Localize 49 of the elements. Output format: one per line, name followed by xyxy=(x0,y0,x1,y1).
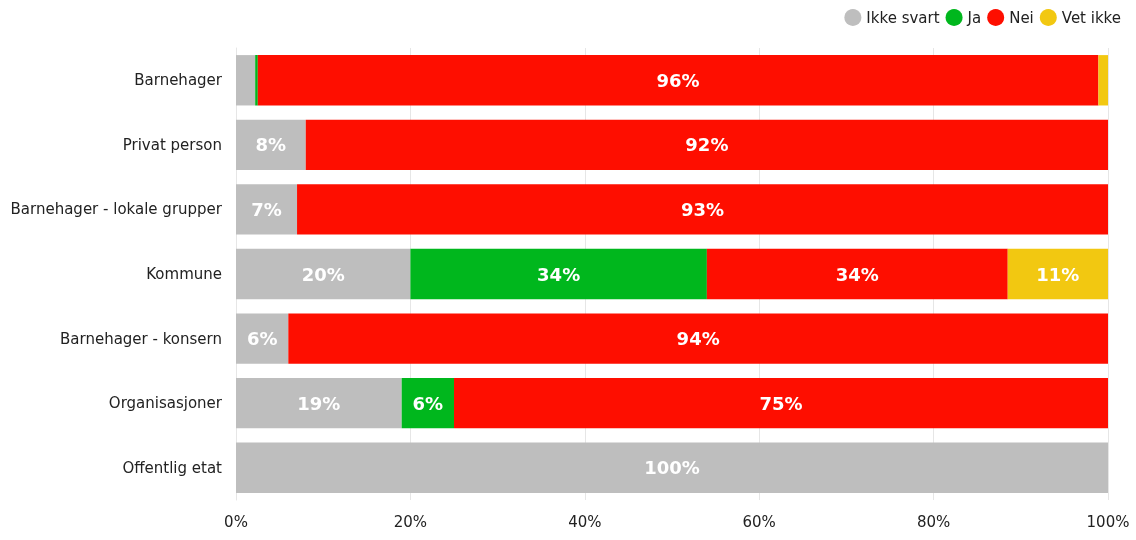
data-label: 19% xyxy=(297,392,341,414)
legend-label: Ikke svart xyxy=(866,8,940,27)
legend-label: Vet ikke xyxy=(1061,8,1122,27)
data-label: 93% xyxy=(680,198,725,220)
data-label: 6% xyxy=(246,328,278,350)
data-label: 20% xyxy=(301,263,345,285)
legend-label: Ja xyxy=(966,8,982,27)
y-tick-label: Kommune xyxy=(146,265,222,283)
data-label: 6% xyxy=(412,392,444,414)
bar xyxy=(236,184,298,235)
bar xyxy=(1098,55,1108,106)
y-tick-label: Barnehager - lokale grupper xyxy=(10,200,223,219)
bar xyxy=(236,119,306,171)
data-label: 100% xyxy=(644,457,700,479)
bar xyxy=(305,119,1108,171)
bar xyxy=(236,313,289,364)
bar xyxy=(257,55,1099,106)
y-tick-label: Barnehager xyxy=(134,71,223,90)
x-tick-label: 20% xyxy=(393,512,428,531)
x-tick-label: 60% xyxy=(742,512,776,531)
data-label: 34% xyxy=(537,263,581,285)
data-label: 7% xyxy=(251,198,282,220)
data-label: 92% xyxy=(685,134,729,156)
data-label: 34% xyxy=(835,263,879,285)
bar xyxy=(410,248,707,300)
y-tick-label: Organisasjoner xyxy=(108,394,223,413)
bar xyxy=(255,55,258,106)
x-tick-label: 0% xyxy=(224,512,248,531)
y-tick-label: Offentlig etat xyxy=(122,458,223,477)
data-label: 75% xyxy=(759,392,803,414)
x-tick-label: 80% xyxy=(916,512,951,531)
bar xyxy=(1007,248,1108,300)
data-label: 8% xyxy=(255,134,287,156)
bar xyxy=(706,248,1008,300)
bar xyxy=(236,248,411,300)
y-tick-label: Privat person xyxy=(122,135,222,154)
bar xyxy=(454,377,1108,429)
data-label: 11% xyxy=(1036,263,1080,285)
bar xyxy=(297,184,1108,235)
data-label: 96% xyxy=(656,69,700,91)
bar xyxy=(236,55,256,106)
x-tick-label: 100% xyxy=(1086,512,1130,531)
data-label: 94% xyxy=(676,328,720,350)
bar xyxy=(288,313,1108,364)
bar xyxy=(236,442,1108,493)
y-tick-label: Barnehager - konsern xyxy=(60,329,222,348)
legend-label: Nei xyxy=(1009,8,1034,27)
x-tick-label: 40% xyxy=(568,512,602,531)
bar xyxy=(236,377,402,429)
